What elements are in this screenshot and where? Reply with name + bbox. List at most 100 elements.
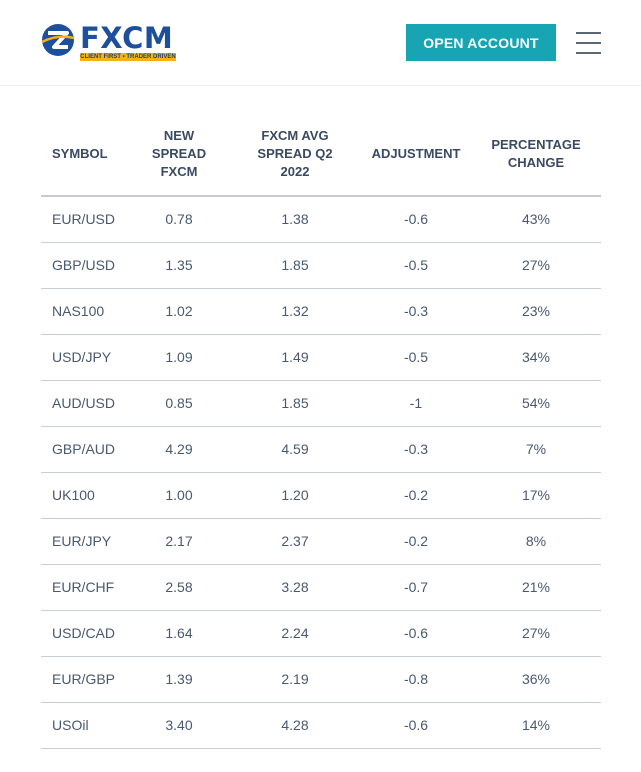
header-line: SYMBOL <box>52 145 108 161</box>
header-line: FXCM AVG <box>261 127 329 143</box>
cell-avg-spread: 2.37 <box>229 518 361 565</box>
header-line: FXCM <box>160 163 198 179</box>
table-row: NAS100 1.02 1.32 -0.3 23% <box>41 288 601 335</box>
cell-percentage-change: 34% <box>471 334 601 381</box>
cell-avg-spread: 1.85 <box>229 380 361 427</box>
header-symbol: SYMBOL <box>41 112 129 197</box>
cell-new-spread: 1.35 <box>129 242 229 289</box>
cell-adjustment: -0.2 <box>361 518 471 565</box>
table-row: EUR/USD 0.78 1.38 -0.6 43% <box>41 196 601 243</box>
header-line: NEW <box>163 127 195 143</box>
header-line: 2022 <box>280 163 310 179</box>
cell-new-spread: 0.78 <box>129 196 229 243</box>
cell-new-spread: 1.02 <box>129 288 229 335</box>
cell-symbol: EUR/GBP <box>41 656 129 703</box>
cell-avg-spread: 2.19 <box>229 656 361 703</box>
cell-symbol: USD/CAD <box>41 610 129 657</box>
cell-adjustment: -0.3 <box>361 426 471 473</box>
open-account-button[interactable]: OPEN ACCOUNT <box>406 24 556 61</box>
cell-percentage-change: 43% <box>471 196 601 243</box>
cell-symbol: UK100 <box>41 472 129 519</box>
menu-bar <box>576 32 601 34</box>
header-line: ADJUSTMENT <box>371 145 461 161</box>
cell-new-spread: 1.39 <box>129 656 229 703</box>
table-row: EUR/GBP 1.39 2.19 -0.8 36% <box>41 656 601 703</box>
menu-bar <box>576 42 601 44</box>
cell-percentage-change: 27% <box>471 242 601 289</box>
header-line: PERCENTAGE <box>491 136 581 152</box>
cell-symbol: EUR/USD <box>41 196 129 243</box>
header-line: CHANGE <box>507 154 565 170</box>
cell-avg-spread: 1.85 <box>229 242 361 289</box>
cell-adjustment: -1 <box>361 380 471 427</box>
cell-symbol: AUD/USD <box>41 380 129 427</box>
cell-avg-spread: 4.28 <box>229 702 361 749</box>
cell-symbol: USOil <box>41 702 129 749</box>
fxcm-logo[interactable]: FXCM CLIENT FIRST • TRADER DRIVEN <box>40 22 180 64</box>
cell-adjustment: -0.2 <box>361 472 471 519</box>
cell-percentage-change: 23% <box>471 288 601 335</box>
cell-percentage-change: 27% <box>471 610 601 657</box>
table-row: UK100 1.00 1.20 -0.2 17% <box>41 472 601 519</box>
cell-new-spread: 3.40 <box>129 702 229 749</box>
cell-adjustment: -0.7 <box>361 564 471 611</box>
spread-table: SYMBOL NEW SPREAD FXCM FXCM AVG SPREAD Q2 2022… <box>41 112 601 749</box>
cell-adjustment: -0.6 <box>361 196 471 243</box>
cell-percentage-change: 14% <box>471 702 601 749</box>
cell-new-spread: 1.00 <box>129 472 229 519</box>
header-line: SPREAD <box>151 145 207 161</box>
menu-bar <box>576 52 601 54</box>
header-line: SPREAD Q2 <box>257 145 333 161</box>
cell-new-spread: 0.85 <box>129 380 229 427</box>
hamburger-menu-icon[interactable] <box>576 32 601 54</box>
cell-percentage-change: 17% <box>471 472 601 519</box>
cell-adjustment: -0.3 <box>361 288 471 335</box>
logo-wordmark: FXCM <box>80 21 174 55</box>
cell-new-spread: 4.29 <box>129 426 229 473</box>
site-header: FXCM CLIENT FIRST • TRADER DRIVEN OPEN A… <box>0 0 641 86</box>
spread-table-container: SYMBOL NEW SPREAD FXCM FXCM AVG SPREAD Q2 2022… <box>41 112 601 749</box>
cell-avg-spread: 3.28 <box>229 564 361 611</box>
cell-percentage-change: 36% <box>471 656 601 703</box>
cell-adjustment: -0.6 <box>361 702 471 749</box>
cell-adjustment: -0.5 <box>361 334 471 381</box>
fxcm-logo-icon <box>41 24 75 56</box>
cell-avg-spread: 1.49 <box>229 334 361 381</box>
table-row: GBP/AUD 4.29 4.59 -0.3 7% <box>41 426 601 473</box>
cell-symbol: GBP/USD <box>41 242 129 289</box>
cell-avg-spread: 4.59 <box>229 426 361 473</box>
cell-symbol: USD/JPY <box>41 334 129 381</box>
header-adjustment: ADJUSTMENT <box>361 112 471 197</box>
table-body: EUR/USD 0.78 1.38 -0.6 43% GBP/USD 1.35 1.85 -0.… <box>41 196 601 749</box>
header-new-spread: NEW SPREAD FXCM <box>129 112 229 197</box>
table-row: EUR/JPY 2.17 2.37 -0.2 8% <box>41 518 601 565</box>
cell-avg-spread: 1.38 <box>229 196 361 243</box>
cell-new-spread: 2.17 <box>129 518 229 565</box>
table-header-row: SYMBOL NEW SPREAD FXCM FXCM AVG SPREAD Q2 2022… <box>41 112 601 197</box>
cell-avg-spread: 2.24 <box>229 610 361 657</box>
cell-new-spread: 2.58 <box>129 564 229 611</box>
header-percentage-change: PERCENTAGE CHANGE <box>471 112 601 197</box>
cell-percentage-change: 54% <box>471 380 601 427</box>
cell-new-spread: 1.64 <box>129 610 229 657</box>
table-row: USOil 3.40 4.28 -0.6 14% <box>41 702 601 749</box>
cell-adjustment: -0.5 <box>361 242 471 289</box>
cell-avg-spread: 1.32 <box>229 288 361 335</box>
header-avg-spread: FXCM AVG SPREAD Q2 2022 <box>229 112 361 197</box>
cell-new-spread: 1.09 <box>129 334 229 381</box>
cell-adjustment: -0.8 <box>361 656 471 703</box>
table-row: GBP/USD 1.35 1.85 -0.5 27% <box>41 242 601 289</box>
table-row: USD/JPY 1.09 1.49 -0.5 34% <box>41 334 601 381</box>
cell-symbol: EUR/JPY <box>41 518 129 565</box>
logo-tagline: CLIENT FIRST • TRADER DRIVEN <box>80 53 176 61</box>
cell-symbol: EUR/CHF <box>41 564 129 611</box>
table-row: USD/CAD 1.64 2.24 -0.6 27% <box>41 610 601 657</box>
cell-avg-spread: 1.20 <box>229 472 361 519</box>
cell-adjustment: -0.6 <box>361 610 471 657</box>
table-row: EUR/CHF 2.58 3.28 -0.7 21% <box>41 564 601 611</box>
cell-percentage-change: 7% <box>471 426 601 473</box>
cell-percentage-change: 21% <box>471 564 601 611</box>
cell-symbol: NAS100 <box>41 288 129 335</box>
cell-percentage-change: 8% <box>471 518 601 565</box>
cell-symbol: GBP/AUD <box>41 426 129 473</box>
